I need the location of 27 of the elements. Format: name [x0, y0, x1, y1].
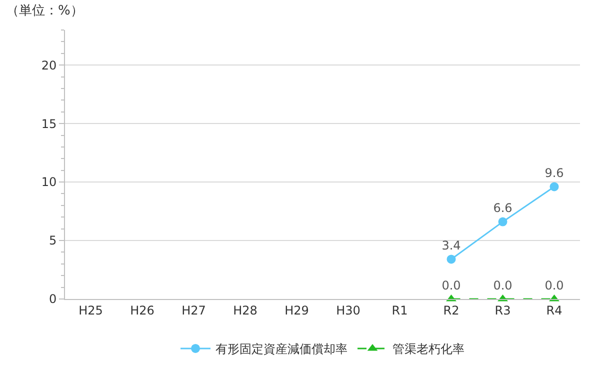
x-tick-label: H30	[336, 303, 360, 318]
data-label: 9.6	[544, 166, 564, 180]
data-label: 0.0	[493, 278, 512, 292]
y-tick-label: 0	[48, 292, 57, 306]
y-tick-label: 20	[41, 58, 57, 72]
data-label: 6.6	[493, 201, 512, 216]
point	[550, 182, 559, 192]
x-tick-label: R3	[494, 303, 511, 318]
chart-title: （単位：%）	[6, 4, 84, 19]
x-tick-label: R4	[546, 303, 562, 318]
legend-label: 管渠老朽化率	[392, 342, 464, 356]
point	[446, 254, 456, 264]
x-tick-label: H29	[284, 303, 309, 318]
y-tick-label: 5	[48, 234, 57, 248]
x-tick-label: H28	[233, 303, 258, 318]
x-tick-label: R2	[443, 303, 460, 318]
point	[498, 217, 508, 226]
x-tick-label: H25	[78, 303, 103, 318]
data-label: 0.0	[442, 278, 461, 292]
y-tick-label: 10	[41, 175, 57, 190]
data-label: 3.4	[442, 238, 461, 253]
x-tick-label: H26	[130, 303, 154, 318]
legend-label: 有形固定資産減価償却率	[216, 342, 348, 356]
x-tick-label: H27	[182, 303, 206, 318]
y-tick-label: 15	[41, 116, 57, 131]
data-label: 0.0	[544, 278, 564, 292]
x-tick-label: R1	[392, 303, 408, 318]
